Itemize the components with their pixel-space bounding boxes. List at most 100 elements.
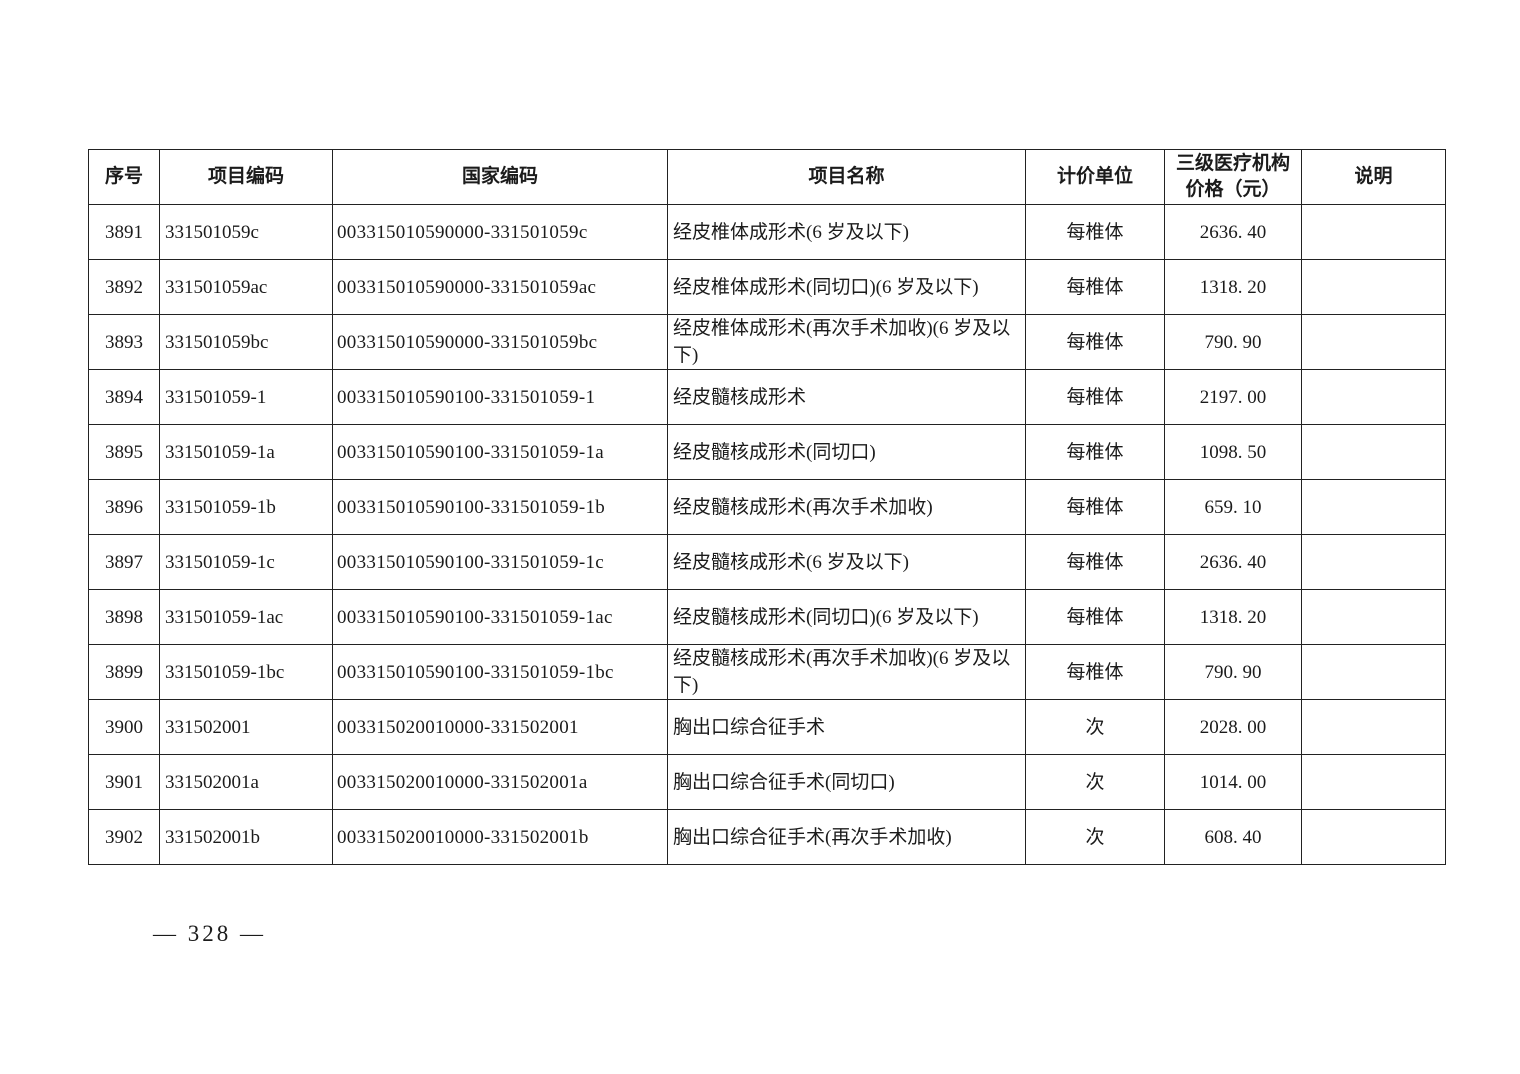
cell-price: 1014. 00 xyxy=(1164,754,1302,810)
cell-national-code: 003315010590000-331501059bc xyxy=(332,314,668,370)
header-row: 序号 项目编码 国家编码 项目名称 计价单位 三级医疗机构 价格（元） 说明 xyxy=(88,149,1446,205)
cell-item-name: 经皮髓核成形术(6 岁及以下) xyxy=(667,534,1026,590)
header-price-line2: 价格（元） xyxy=(1185,179,1281,200)
cell-item-name: 经皮髓核成形术(再次手术加收)(6 岁及以下) xyxy=(667,644,1026,700)
table-row: 3892 331501059ac 003315010590000-3315010… xyxy=(88,259,1446,315)
table-body: 3891 331501059c 003315010590000-33150105… xyxy=(88,204,1446,865)
cell-unit: 次 xyxy=(1025,699,1165,755)
cell-item-code: 331501059-1b xyxy=(159,479,333,535)
cell-price: 2636. 40 xyxy=(1164,204,1302,260)
cell-national-code: 003315010590100-331501059-1c xyxy=(332,534,668,590)
cell-index: 3892 xyxy=(88,259,160,315)
cell-item-code: 331502001b xyxy=(159,809,333,865)
cell-item-code: 331501059-1bc xyxy=(159,644,333,700)
cell-national-code: 003315020010000-331502001a xyxy=(332,754,668,810)
cell-price: 2197. 00 xyxy=(1164,369,1302,425)
table-row: 3895 331501059-1a 003315010590100-331501… xyxy=(88,424,1446,480)
cell-item-code: 331501059-1ac xyxy=(159,589,333,645)
cell-item-name: 经皮椎体成形术(再次手术加收)(6 岁及以下) xyxy=(667,314,1026,370)
table-row: 3902 331502001b 003315020010000-33150200… xyxy=(88,809,1446,865)
cell-note xyxy=(1301,204,1446,260)
cell-note xyxy=(1301,534,1446,590)
header-price: 三级医疗机构 价格（元） xyxy=(1164,149,1302,205)
cell-price: 1318. 20 xyxy=(1164,259,1302,315)
cell-note xyxy=(1301,314,1446,370)
table-row: 3898 331501059-1ac 003315010590100-33150… xyxy=(88,589,1446,645)
header-note: 说明 xyxy=(1301,149,1446,205)
cell-item-name: 经皮髓核成形术 xyxy=(667,369,1026,425)
cell-index: 3901 xyxy=(88,754,160,810)
cell-item-code: 331502001 xyxy=(159,699,333,755)
cell-unit: 每椎体 xyxy=(1025,644,1165,700)
cell-index: 3896 xyxy=(88,479,160,535)
table-row: 3891 331501059c 003315010590000-33150105… xyxy=(88,204,1446,260)
cell-note xyxy=(1301,699,1446,755)
cell-item-name: 经皮髓核成形术(同切口) xyxy=(667,424,1026,480)
cell-price: 790. 90 xyxy=(1164,314,1302,370)
table-row: 3901 331502001a 003315020010000-33150200… xyxy=(88,754,1446,810)
table-row: 3899 331501059-1bc 003315010590100-33150… xyxy=(88,644,1446,700)
cell-index: 3898 xyxy=(88,589,160,645)
header-item-name: 项目名称 xyxy=(667,149,1026,205)
cell-item-name: 经皮椎体成形术(6 岁及以下) xyxy=(667,204,1026,260)
cell-unit: 次 xyxy=(1025,809,1165,865)
cell-unit: 次 xyxy=(1025,754,1165,810)
header-index: 序号 xyxy=(88,149,160,205)
cell-unit: 每椎体 xyxy=(1025,424,1165,480)
cell-item-name: 经皮椎体成形术(同切口)(6 岁及以下) xyxy=(667,259,1026,315)
cell-index: 3900 xyxy=(88,699,160,755)
cell-national-code: 003315010590100-331501059-1b xyxy=(332,479,668,535)
table-row: 3896 331501059-1b 003315010590100-331501… xyxy=(88,479,1446,535)
cell-note xyxy=(1301,754,1446,810)
cell-unit: 每椎体 xyxy=(1025,314,1165,370)
table-row: 3894 331501059-1 003315010590100-3315010… xyxy=(88,369,1446,425)
cell-unit: 每椎体 xyxy=(1025,589,1165,645)
cell-unit: 每椎体 xyxy=(1025,259,1165,315)
cell-item-code: 331501059c xyxy=(159,204,333,260)
cell-unit: 每椎体 xyxy=(1025,534,1165,590)
cell-price: 608. 40 xyxy=(1164,809,1302,865)
cell-note xyxy=(1301,259,1446,315)
cell-note xyxy=(1301,369,1446,425)
cell-item-code: 331501059-1 xyxy=(159,369,333,425)
price-table: 序号 项目编码 国家编码 项目名称 计价单位 三级医疗机构 价格（元） 说明 3… xyxy=(88,149,1446,865)
cell-price: 1098. 50 xyxy=(1164,424,1302,480)
cell-index: 3899 xyxy=(88,644,160,700)
cell-national-code: 003315010590100-331501059-1ac xyxy=(332,589,668,645)
table-row: 3893 331501059bc 003315010590000-3315010… xyxy=(88,314,1446,370)
cell-price: 659. 10 xyxy=(1164,479,1302,535)
header-unit: 计价单位 xyxy=(1025,149,1165,205)
cell-national-code: 003315010590100-331501059-1bc xyxy=(332,644,668,700)
cell-price: 2028. 00 xyxy=(1164,699,1302,755)
cell-item-code: 331501059bc xyxy=(159,314,333,370)
cell-price: 1318. 20 xyxy=(1164,589,1302,645)
cell-unit: 每椎体 xyxy=(1025,369,1165,425)
table-row: 3900 331502001 003315020010000-331502001… xyxy=(88,699,1446,755)
header-item-code: 项目编码 xyxy=(159,149,333,205)
cell-item-code: 331501059-1c xyxy=(159,534,333,590)
cell-national-code: 003315010590000-331501059ac xyxy=(332,259,668,315)
cell-national-code: 003315020010000-331502001 xyxy=(332,699,668,755)
cell-national-code: 003315010590100-331501059-1 xyxy=(332,369,668,425)
page-number: — 328 — xyxy=(153,921,266,946)
cell-item-name: 经皮髓核成形术(同切口)(6 岁及以下) xyxy=(667,589,1026,645)
cell-national-code: 003315020010000-331502001b xyxy=(332,809,668,865)
cell-index: 3893 xyxy=(88,314,160,370)
cell-item-code: 331502001a xyxy=(159,754,333,810)
cell-item-code: 331501059ac xyxy=(159,259,333,315)
cell-national-code: 003315010590000-331501059c xyxy=(332,204,668,260)
table-header: 序号 项目编码 国家编码 项目名称 计价单位 三级医疗机构 价格（元） 说明 xyxy=(88,149,1446,205)
cell-index: 3891 xyxy=(88,204,160,260)
cell-index: 3894 xyxy=(88,369,160,425)
cell-index: 3897 xyxy=(88,534,160,590)
cell-unit: 每椎体 xyxy=(1025,479,1165,535)
cell-note xyxy=(1301,809,1446,865)
cell-national-code: 003315010590100-331501059-1a xyxy=(332,424,668,480)
cell-item-name: 经皮髓核成形术(再次手术加收) xyxy=(667,479,1026,535)
cell-index: 3902 xyxy=(88,809,160,865)
cell-note xyxy=(1301,644,1446,700)
cell-unit: 每椎体 xyxy=(1025,204,1165,260)
cell-item-code: 331501059-1a xyxy=(159,424,333,480)
cell-item-name: 胸出口综合征手术(同切口) xyxy=(667,754,1026,810)
